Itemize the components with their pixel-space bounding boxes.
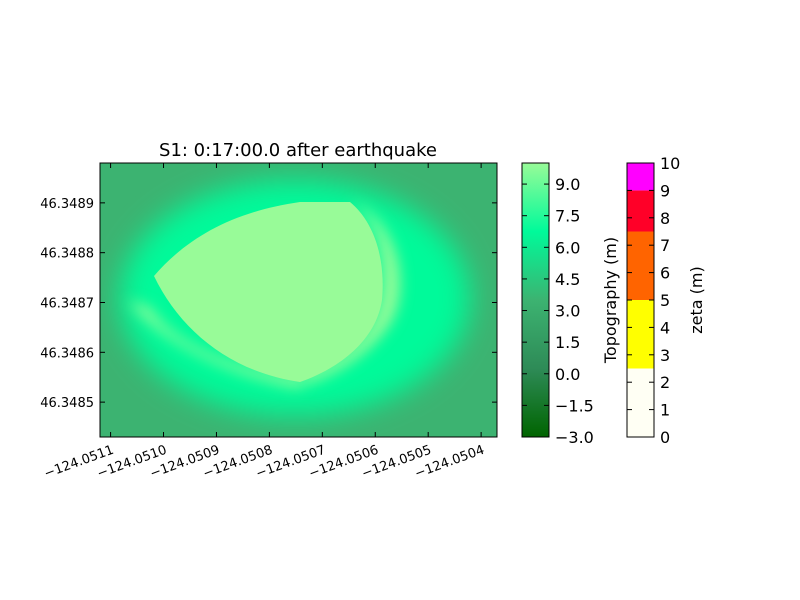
zeta-colorbar-segment bbox=[627, 190, 654, 232]
plot-area bbox=[100, 163, 497, 437]
zeta-tick-label: 5 bbox=[660, 291, 670, 310]
y-tick-label: 46.3489 bbox=[40, 197, 94, 212]
topography-colorbar: −3.0 −1.5 0.0 1.5 3.0 4.5 6.0 7.5 9.0 Topography… bbox=[521, 162, 620, 447]
chart-title: S1: 0:17:00.0 after earthquake bbox=[159, 140, 437, 161]
topography-tick-label: −1.5 bbox=[555, 396, 594, 415]
zeta-tick-label: 7 bbox=[660, 236, 670, 255]
topography-tick-label: 3.0 bbox=[555, 302, 580, 321]
topography-tick-label: −3.0 bbox=[555, 428, 594, 447]
zeta-colorbar-fill bbox=[627, 163, 654, 437]
y-tick-label: 46.3488 bbox=[40, 247, 94, 262]
zeta-tick-label: 4 bbox=[660, 318, 670, 337]
zeta-tick-label: 0 bbox=[660, 428, 670, 447]
topography-tick-label: 4.5 bbox=[555, 270, 580, 289]
zeta-colorbar-ticks: 0 1 2 3 4 5 6 7 8 9 10 bbox=[627, 154, 680, 447]
zeta-colorbar-segment bbox=[627, 231, 654, 300]
topography-tick-label: 7.5 bbox=[555, 207, 580, 226]
zeta-tick-label: 6 bbox=[660, 264, 670, 283]
topography-colorbar-ticks: −3.0 −1.5 0.0 1.5 3.0 4.5 6.0 7.5 9.0 bbox=[522, 175, 594, 447]
zeta-tick-label: 2 bbox=[660, 373, 670, 392]
zeta-colorbar-segment bbox=[627, 300, 654, 369]
topography-tick-label: 9.0 bbox=[555, 175, 580, 194]
y-axis-ticks: 46.3485 46.3486 46.3487 46.3488 46.3489 bbox=[40, 197, 497, 411]
zeta-colorbar-segment bbox=[627, 163, 654, 191]
topography-colorbar-frame bbox=[521, 162, 550, 438]
zeta-colorbar-label: zeta (m) bbox=[687, 266, 706, 333]
topography-tick-label: 0.0 bbox=[555, 365, 580, 384]
topography-tick-label: 1.5 bbox=[555, 333, 580, 352]
plot-frame bbox=[99, 162, 498, 438]
zeta-tick-label: 8 bbox=[660, 209, 670, 228]
y-tick-label: 46.3487 bbox=[40, 296, 94, 311]
mound-right-rim bbox=[300, 202, 400, 384]
y-tick-label: 46.3485 bbox=[40, 396, 94, 411]
y-tick-label: 46.3486 bbox=[40, 346, 94, 361]
zeta-tick-label: 9 bbox=[660, 181, 670, 200]
topography-tick-label: 6.0 bbox=[555, 238, 580, 257]
topography-colorbar-label: Topography (m) bbox=[601, 237, 620, 364]
zeta-tick-label: 1 bbox=[660, 401, 670, 420]
zeta-tick-label: 3 bbox=[660, 346, 670, 365]
zeta-tick-label: 10 bbox=[660, 154, 680, 173]
mound-top bbox=[154, 202, 383, 382]
topography-colorbar-fill bbox=[522, 163, 549, 437]
zeta-colorbar: 0 1 2 3 4 5 6 7 8 9 10 zeta (m) bbox=[626, 154, 706, 447]
zeta-colorbar-segment bbox=[627, 368, 654, 437]
